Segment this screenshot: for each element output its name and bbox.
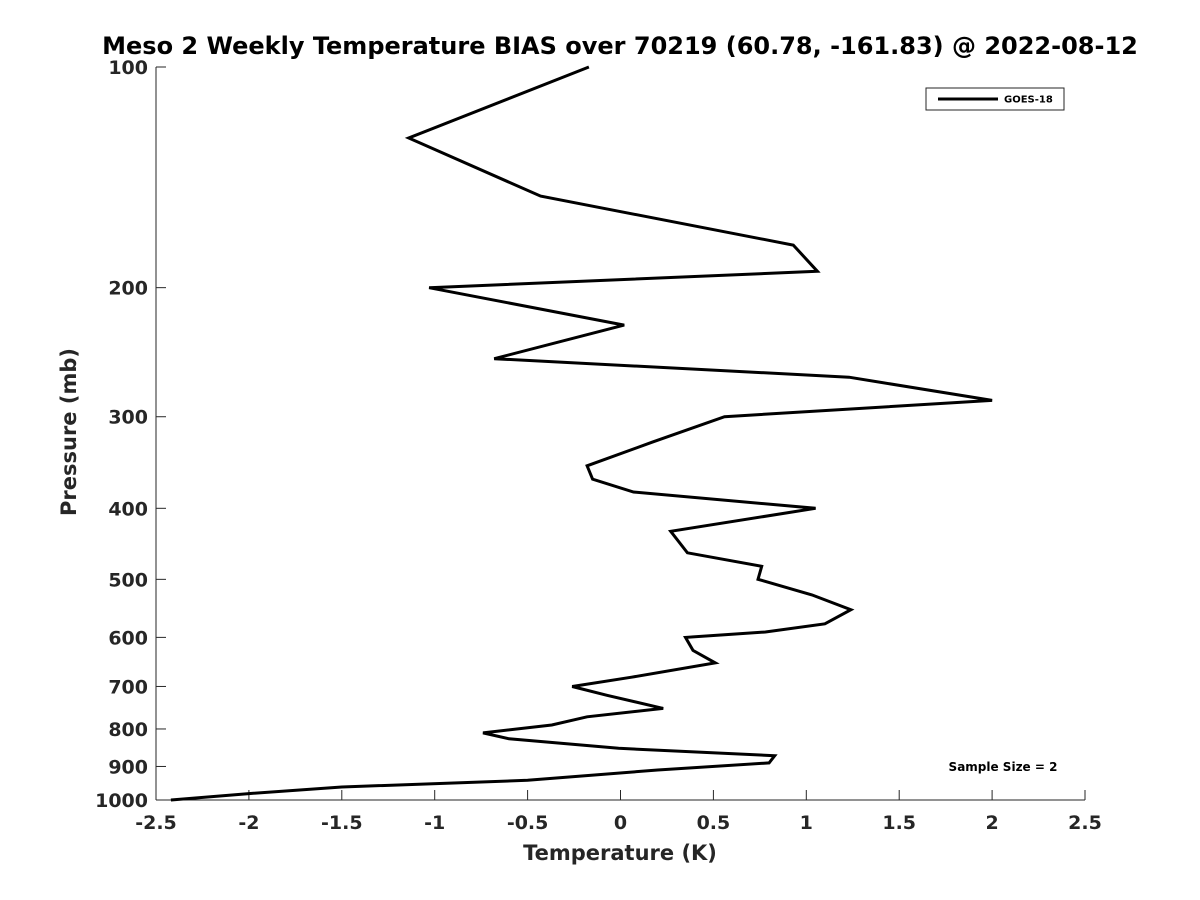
x-tick-label: -1 <box>424 812 445 834</box>
sample-size-annotation: Sample Size = 2 <box>949 760 1058 774</box>
y-tick-label: 500 <box>108 569 148 591</box>
y-tick-label: 100 <box>108 57 148 79</box>
x-tick-label: -1.5 <box>321 812 363 834</box>
x-tick-label: 2.5 <box>1068 812 1102 834</box>
x-axis-ticks: -2.5 -2 -1.5 -1 -0.5 0 0.5 1 1.5 2 2.5 <box>135 790 1102 834</box>
y-axis-label: Pressure (mb) <box>57 348 81 516</box>
x-tick-label: 1.5 <box>882 812 916 834</box>
y-tick-label: 600 <box>108 627 148 649</box>
series-line-goes-18 <box>170 65 993 802</box>
x-tick-label: 1 <box>800 812 813 834</box>
legend-label-goes-18: GOES-18 <box>1004 95 1053 106</box>
y-tick-label: 200 <box>108 278 148 300</box>
x-tick-label: -0.5 <box>507 812 549 834</box>
chart-title: Meso 2 Weekly Temperature BIAS over 7021… <box>102 32 1138 60</box>
x-tick-label: 0.5 <box>697 812 731 834</box>
y-tick-label: 300 <box>108 407 148 429</box>
legend: GOES-18 <box>925 87 1065 111</box>
y-tick-label: 800 <box>108 719 148 741</box>
y-tick-label: 1000 <box>95 790 148 812</box>
y-tick-label: 700 <box>108 676 148 698</box>
x-tick-label: -2 <box>238 812 259 834</box>
x-tick-label: 2 <box>985 812 998 834</box>
x-axis-label: Temperature (K) <box>523 841 717 865</box>
y-axis-ticks: 100 200 300 400 500 600 700 800 900 1000 <box>95 57 166 812</box>
x-tick-label: 0 <box>614 812 627 834</box>
y-tick-label: 400 <box>108 498 148 520</box>
series-layer <box>170 65 993 802</box>
x-tick-label: -2.5 <box>135 812 177 834</box>
plot-area: -2.5 -2 -1.5 -1 -0.5 0 0.5 1 1.5 2 2.5 100 200 300 40… <box>95 57 1102 834</box>
y-tick-label: 900 <box>108 756 148 778</box>
